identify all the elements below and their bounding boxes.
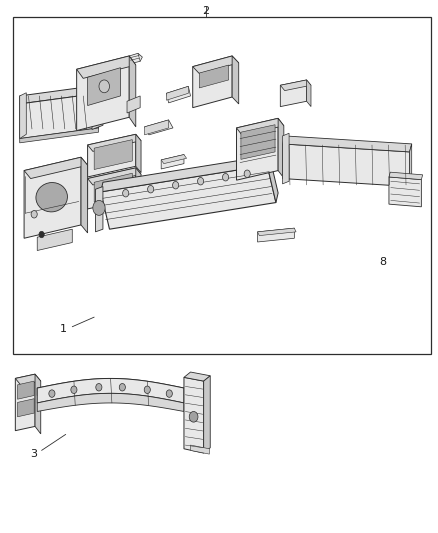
Polygon shape — [161, 155, 187, 164]
Polygon shape — [35, 374, 41, 434]
Polygon shape — [241, 125, 275, 159]
Polygon shape — [199, 65, 229, 88]
Circle shape — [93, 200, 105, 215]
Circle shape — [31, 211, 37, 218]
Polygon shape — [258, 228, 294, 242]
Ellipse shape — [36, 182, 67, 212]
Circle shape — [223, 174, 229, 181]
Circle shape — [119, 384, 125, 391]
Polygon shape — [191, 445, 209, 454]
Bar — [13, 17, 431, 354]
Polygon shape — [193, 56, 239, 74]
Polygon shape — [77, 56, 136, 78]
Polygon shape — [88, 68, 120, 106]
Polygon shape — [24, 157, 81, 238]
Polygon shape — [258, 228, 296, 236]
Polygon shape — [389, 177, 421, 207]
Polygon shape — [193, 56, 232, 108]
Polygon shape — [161, 155, 184, 169]
Polygon shape — [24, 157, 88, 179]
Polygon shape — [145, 120, 173, 135]
Polygon shape — [145, 120, 169, 135]
Polygon shape — [20, 128, 99, 143]
Polygon shape — [267, 156, 278, 203]
Polygon shape — [37, 229, 72, 251]
Polygon shape — [129, 56, 136, 127]
Polygon shape — [389, 172, 423, 180]
Polygon shape — [278, 118, 284, 178]
Polygon shape — [184, 377, 204, 453]
Polygon shape — [81, 157, 88, 233]
Polygon shape — [129, 53, 142, 63]
Circle shape — [173, 181, 179, 189]
Polygon shape — [88, 168, 141, 185]
Polygon shape — [18, 381, 34, 399]
Polygon shape — [283, 136, 412, 152]
Polygon shape — [184, 372, 210, 381]
Text: 2: 2 — [202, 6, 209, 17]
Polygon shape — [94, 173, 132, 202]
Polygon shape — [307, 80, 311, 107]
Polygon shape — [88, 168, 136, 209]
Circle shape — [148, 185, 154, 193]
Text: 8: 8 — [380, 257, 387, 267]
Circle shape — [189, 411, 198, 422]
Circle shape — [96, 384, 102, 391]
Polygon shape — [15, 374, 35, 431]
Polygon shape — [280, 80, 307, 107]
Circle shape — [166, 390, 173, 397]
Polygon shape — [237, 118, 284, 135]
Polygon shape — [20, 85, 99, 104]
Polygon shape — [136, 134, 141, 173]
Circle shape — [144, 386, 150, 393]
Polygon shape — [37, 378, 184, 403]
Circle shape — [49, 390, 55, 397]
Polygon shape — [77, 56, 129, 131]
Circle shape — [99, 80, 110, 93]
Polygon shape — [92, 84, 103, 130]
Polygon shape — [20, 93, 26, 139]
Polygon shape — [37, 393, 184, 411]
Circle shape — [123, 190, 129, 197]
Polygon shape — [204, 376, 210, 453]
Polygon shape — [280, 80, 311, 91]
Polygon shape — [283, 133, 289, 184]
Polygon shape — [15, 374, 41, 385]
Polygon shape — [127, 96, 140, 113]
Polygon shape — [95, 187, 103, 232]
Polygon shape — [136, 168, 141, 205]
Circle shape — [198, 177, 204, 185]
Polygon shape — [166, 86, 188, 100]
Polygon shape — [88, 134, 141, 151]
Polygon shape — [283, 144, 410, 187]
Polygon shape — [94, 140, 132, 169]
Circle shape — [244, 170, 250, 177]
Circle shape — [39, 231, 44, 238]
Text: 1: 1 — [60, 325, 67, 334]
Polygon shape — [37, 378, 184, 395]
Polygon shape — [101, 165, 276, 229]
Text: 3: 3 — [31, 449, 38, 459]
Polygon shape — [232, 56, 239, 104]
Polygon shape — [166, 86, 191, 103]
Polygon shape — [20, 93, 99, 139]
Polygon shape — [410, 144, 412, 187]
Polygon shape — [18, 399, 34, 417]
Polygon shape — [88, 134, 136, 177]
Circle shape — [71, 386, 77, 393]
Polygon shape — [237, 118, 278, 180]
Polygon shape — [101, 156, 269, 192]
